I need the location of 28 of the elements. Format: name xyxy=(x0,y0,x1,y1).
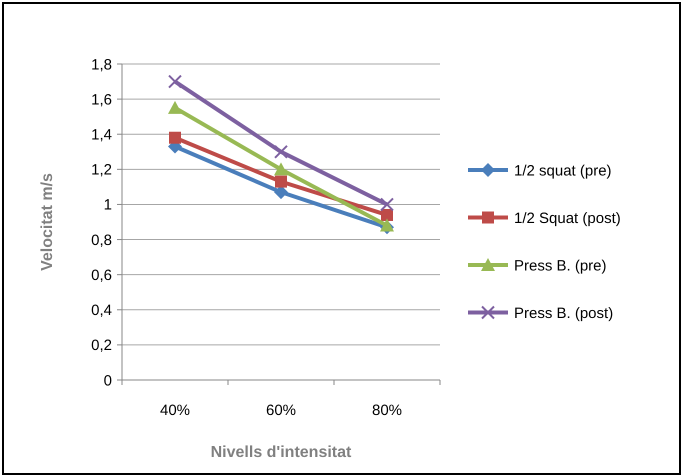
y-tick-label: 0,2 xyxy=(91,337,112,354)
point xyxy=(380,218,394,232)
point xyxy=(274,144,288,159)
x-axis-title: Nivells d'intensitat xyxy=(210,444,352,461)
point xyxy=(380,197,394,212)
x-tick-label: 80% xyxy=(372,402,402,419)
y-tick-label: 1 xyxy=(104,196,112,214)
y-tick-label: 1,6 xyxy=(91,91,112,108)
point xyxy=(168,74,182,89)
y-tick-label: 0,6 xyxy=(91,266,112,284)
legend-label: Press B. (post) xyxy=(514,304,614,322)
point xyxy=(168,100,182,114)
point xyxy=(169,132,181,144)
y-tick-label: 0,4 xyxy=(91,302,112,320)
x-tick-label: 60% xyxy=(266,402,296,419)
legend-label: 1/2 squat (pre) xyxy=(514,162,612,180)
x-tick-label: 40% xyxy=(160,402,190,419)
y-tick-label: 1,4 xyxy=(91,126,112,144)
y-axis-title: Velocitat m/s xyxy=(39,172,56,271)
legend-label: 1/2 Squat (post) xyxy=(514,210,621,227)
point xyxy=(275,176,287,188)
y-tick-label: 0,8 xyxy=(91,232,112,249)
legend-label: Press B. (pre) xyxy=(514,257,607,274)
point xyxy=(274,162,288,176)
point xyxy=(381,208,393,221)
y-tick-label: 0 xyxy=(104,372,112,390)
y-tick-label: 1,2 xyxy=(91,162,112,179)
y-tick-label: 1,8 xyxy=(91,56,112,74)
